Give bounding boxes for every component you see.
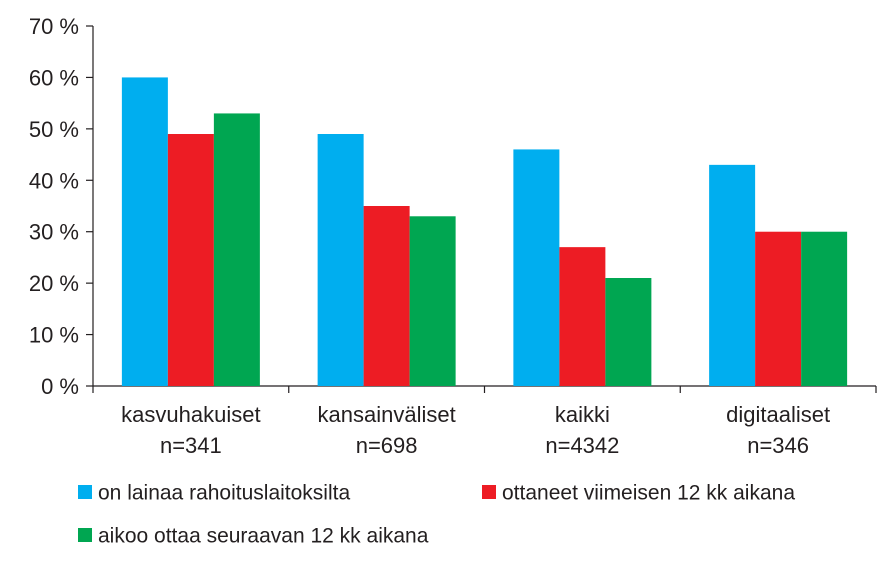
legend-swatch xyxy=(78,485,92,499)
legend: on lainaa rahoituslaitoksilta ottaneet vi… xyxy=(78,482,795,548)
category-label: kaikki xyxy=(555,402,610,427)
y-tick-label: 70 % xyxy=(29,14,79,39)
bar-2-4 xyxy=(755,231,802,386)
category-labels: kasvuhakuiset n=341 kansainväliset n=698 kai… xyxy=(121,402,830,458)
y-tick-label: 30 % xyxy=(29,220,79,245)
category-count-label: n=4342 xyxy=(545,433,619,458)
bar-2-3 xyxy=(559,247,606,386)
category-count-label: n=698 xyxy=(356,433,418,458)
y-tick-label: 40 % xyxy=(29,168,79,193)
bar-1-4 xyxy=(709,164,756,386)
legend-item: aikoo ottaa seuraavan 12 kk aikana xyxy=(78,525,429,548)
y-tick-label: 50 % xyxy=(29,117,79,142)
legend-swatch xyxy=(482,485,496,499)
bar-2-2 xyxy=(363,206,410,386)
bars xyxy=(121,77,848,386)
bar-1-1 xyxy=(121,77,168,386)
legend-label: ottaneet viimeisen 12 kk aikana xyxy=(502,482,795,505)
bar-1-2 xyxy=(317,134,364,386)
y-tick-label: 10 % xyxy=(29,323,79,348)
category-label: kansainväliset xyxy=(318,402,456,427)
legend-label: aikoo ottaa seuraavan 12 kk aikana xyxy=(98,525,429,548)
legend-label: on lainaa rahoituslaitoksilta xyxy=(98,482,350,505)
bar-3-2 xyxy=(409,216,456,386)
category-count-label: n=341 xyxy=(160,433,222,458)
x-axis xyxy=(92,385,877,393)
y-axis: 0 % 10 % 20 % 30 % 40 % 50 % 60 % 70 % xyxy=(29,14,94,399)
bar-3-1 xyxy=(213,113,260,386)
bar-3-4 xyxy=(801,231,848,386)
legend-item: ottaneet viimeisen 12 kk aikana xyxy=(482,482,795,505)
bar-3-3 xyxy=(605,278,652,386)
y-tick-label: 20 % xyxy=(29,271,79,296)
category-count-label: n=346 xyxy=(747,433,809,458)
y-tick-label: 0 % xyxy=(41,374,79,399)
legend-item: on lainaa rahoituslaitoksilta xyxy=(78,482,350,505)
category-label: digitaaliset xyxy=(726,402,830,427)
y-tick-label: 60 % xyxy=(29,65,79,90)
category-label: kasvuhakuiset xyxy=(121,402,260,427)
bar-2-1 xyxy=(167,134,214,386)
legend-swatch xyxy=(78,528,92,542)
bar-1-3 xyxy=(513,149,560,386)
